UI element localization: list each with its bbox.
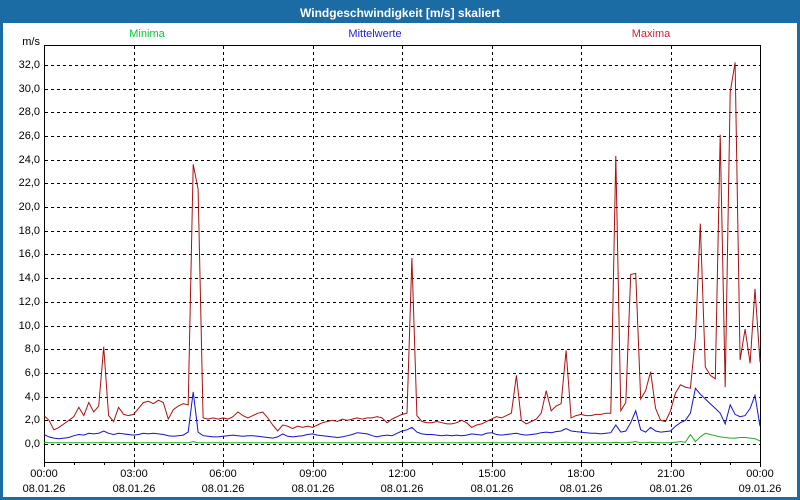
window-titlebar: Windgeschwindigkeit [m/s] skaliert [3,3,797,23]
x-tick-time: 00:00 [30,468,58,480]
x-tick-date: 08.01.26 [22,483,66,495]
y-axis-unit: m/s [22,36,40,48]
x-tick-time: 15:00 [478,468,506,480]
x-tick-date: 08.01.26 [112,483,156,495]
x-tick-date: 08.01.26 [291,483,335,495]
legend-mittelwerte: Mittelwerte [348,28,402,40]
y-tick-label: 18,0 [18,225,40,237]
x-tick-date: 08.01.26 [470,483,514,495]
x-tick-date: 08.01.26 [380,483,424,495]
y-tick-label: 28,0 [18,106,40,118]
x-tick-date: 08.01.26 [649,483,693,495]
mittelwerte-line [43,387,761,440]
y-tick-label: 22,0 [18,177,40,189]
y-tick-label: 14,0 [18,272,40,284]
y-tick-label: 26,0 [18,130,40,142]
x-tick-time: 06:00 [209,468,237,480]
y-tick-label: 6,0 [24,367,40,379]
x-tick-date: 09.01.26 [738,483,782,495]
x-tick-time: 12:00 [388,468,416,480]
x-tick-date: 08.01.26 [201,483,245,495]
x-tick-time: 18:00 [567,468,595,480]
x-tick-time: 00:00 [746,468,774,480]
x-tick-time: 09:00 [299,468,327,480]
legend-maxima: Maxima [631,28,671,40]
x-tick-time: 21:00 [657,468,685,480]
y-tick-label: 4,0 [24,391,40,403]
window-title: Windgeschwindigkeit [m/s] skaliert [300,6,500,20]
maxima-line [43,62,761,432]
y-tick-label: 10,0 [18,320,40,332]
y-tick-label: 16,0 [18,248,40,260]
x-tick-date: 08.01.26 [559,483,603,495]
y-tick-label: 2,0 [24,414,40,426]
legend-minima: Minima [129,28,165,40]
chart-plot [43,45,761,467]
y-tick-label: 12,0 [18,296,40,308]
y-tick-label: 30,0 [18,83,40,95]
y-tick-label: 32,0 [18,59,40,71]
y-tick-label: 8,0 [24,343,40,355]
x-tick-time: 03:00 [120,468,148,480]
y-tick-label: 0,0 [24,438,40,450]
minima-line [43,432,761,444]
y-tick-label: 24,0 [18,154,40,166]
y-tick-label: 20,0 [18,201,40,213]
